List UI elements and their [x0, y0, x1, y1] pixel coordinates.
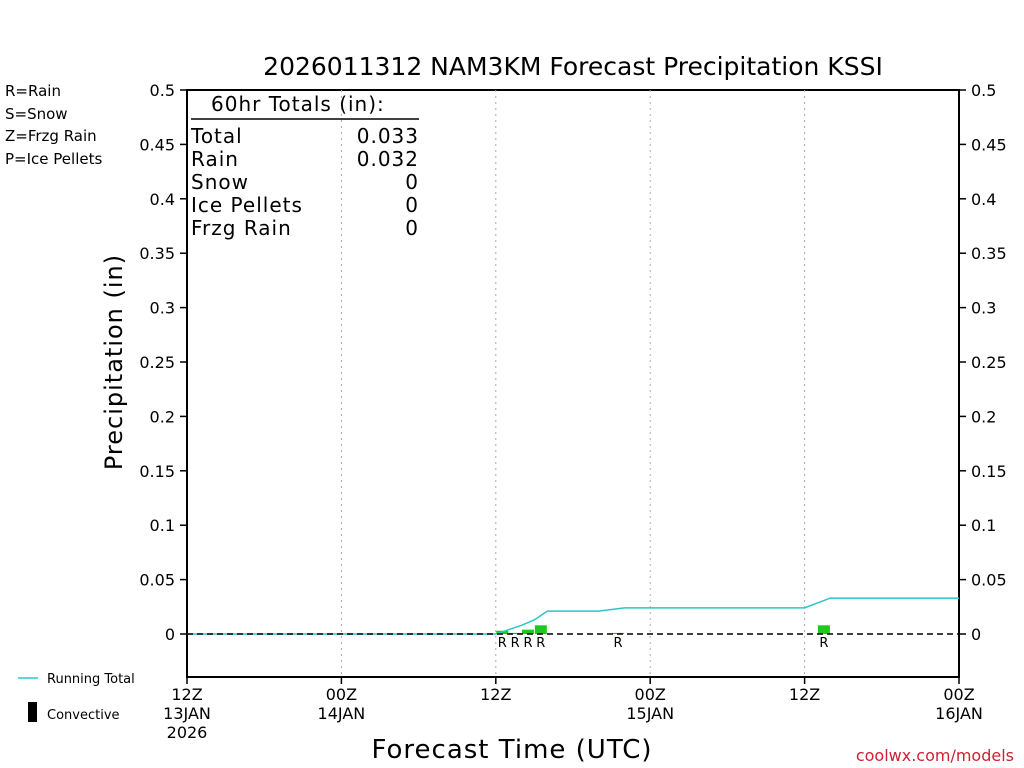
- chart-title: 2026011312 NAM3KM Forecast Precipitation…: [263, 52, 883, 81]
- y-tick-label-left: 0.3: [150, 299, 175, 318]
- y-tick-label-right: 0.3: [971, 299, 996, 318]
- y-tick-label-right: 0.45: [971, 135, 1007, 154]
- rain-bar: [534, 625, 547, 634]
- legend-rain: R=Rain: [5, 82, 61, 100]
- y-tick-label-left: 0.5: [150, 81, 175, 100]
- y-tick-label-right: 0.2: [971, 407, 996, 426]
- y-tick-label-right: 0.35: [971, 244, 1007, 263]
- y-axis-label: Precipitation (in): [100, 254, 128, 470]
- y-tick-label-left: 0.45: [139, 135, 175, 154]
- totals-row-label: Snow: [191, 170, 249, 194]
- totals-row-value: 0: [405, 216, 419, 240]
- y-tick-label-left: 0.4: [150, 190, 175, 209]
- y-tick-label-right: 0.5: [971, 81, 996, 100]
- totals-row-value: 0: [405, 193, 419, 217]
- rain-bar-label: R: [511, 636, 520, 651]
- rain-bar-label: R: [819, 636, 828, 651]
- x-axis-label: Forecast Time (UTC): [371, 735, 652, 765]
- y-tick-label-left: 0.2: [150, 407, 175, 426]
- running-total-line: [187, 597, 959, 635]
- y-tick-label-right: 0.05: [971, 571, 1007, 590]
- footer-credit: coolwx.com/models: [856, 746, 1014, 765]
- totals-header: 60hr Totals (in):: [211, 92, 385, 116]
- rain-bar-label: R: [523, 636, 532, 651]
- y-tick-label-left: 0.05: [139, 571, 175, 590]
- rain-bar: [817, 625, 830, 634]
- x-tick-label: 00Z: [326, 685, 357, 704]
- y-tick-label-left: 0.25: [139, 353, 175, 372]
- convective-legend-label: Convective: [47, 708, 120, 723]
- plot-frame: [186, 89, 960, 678]
- y-tick-label-right: 0.15: [971, 462, 1007, 481]
- totals-row-value: 0: [405, 170, 419, 194]
- y-tick-label-left: 0.35: [139, 244, 175, 263]
- grid-lines: [340, 90, 806, 677]
- running-total-series: [186, 597, 960, 635]
- precip-type-legend: R=Rain S=Snow Z=Frzg Rain P=Ice Pellets: [5, 82, 102, 168]
- totals-row-label: Ice Pellets: [191, 193, 303, 217]
- x-tick-label: 14JAN: [318, 704, 366, 723]
- x-tick-label: 12Z: [789, 685, 820, 704]
- totals-row-value: 0.032: [357, 147, 419, 171]
- x-tick-label: 2026: [167, 723, 208, 742]
- y-axis: 0 00.05 0.050.1 0.10.15 0.150.2 0.20.25 0.250.…: [139, 81, 1006, 644]
- bottom-legend: Running Total Convective: [18, 672, 135, 723]
- x-tick-label: 12Z: [480, 685, 511, 704]
- x-tick-label: 13JAN: [163, 704, 211, 723]
- legend-snow: S=Snow: [5, 105, 68, 123]
- rain-bar-label: R: [536, 636, 545, 651]
- totals-row-label: Total: [190, 124, 243, 148]
- x-tick-label: 16JAN: [935, 704, 983, 723]
- y-tick-label-left: 0.15: [139, 462, 175, 481]
- totals-box: 60hr Totals (in): Total 0.033 Rain 0.032 Sno…: [190, 92, 419, 240]
- y-tick-label-right: 0.25: [971, 353, 1007, 372]
- x-tick-label: 15JAN: [626, 704, 674, 723]
- rain-bar: [509, 632, 522, 634]
- totals-row-label: Frzg Rain: [191, 216, 292, 240]
- x-tick-label: 12Z: [171, 685, 202, 704]
- rain-bar: [521, 629, 534, 634]
- totals-row-value: 0.033: [357, 124, 419, 148]
- y-tick-label-right: 0.4: [971, 190, 996, 209]
- x-tick-label: 00Z: [635, 685, 666, 704]
- totals-rows: Total 0.033 Rain 0.032 Snow 0 Ice Pellets 0 Frzg…: [190, 124, 419, 240]
- y-tick-label-left: 0.1: [150, 516, 175, 535]
- legend-ice-pellets: P=Ice Pellets: [5, 150, 102, 168]
- y-tick-label-right: 0.1: [971, 516, 996, 535]
- y-tick-label-left: 0: [165, 625, 175, 644]
- totals-row-label: Rain: [191, 147, 239, 171]
- legend-frzg-rain: Z=Frzg Rain: [5, 127, 97, 145]
- convective-legend-swatch: [28, 702, 37, 722]
- rain-bar-label: R: [498, 636, 507, 651]
- y-tick-label-right: 0: [971, 625, 981, 644]
- x-tick-label: 00Z: [943, 685, 974, 704]
- rain-bar-label: R: [614, 636, 623, 651]
- running-total-legend-label: Running Total: [47, 672, 135, 687]
